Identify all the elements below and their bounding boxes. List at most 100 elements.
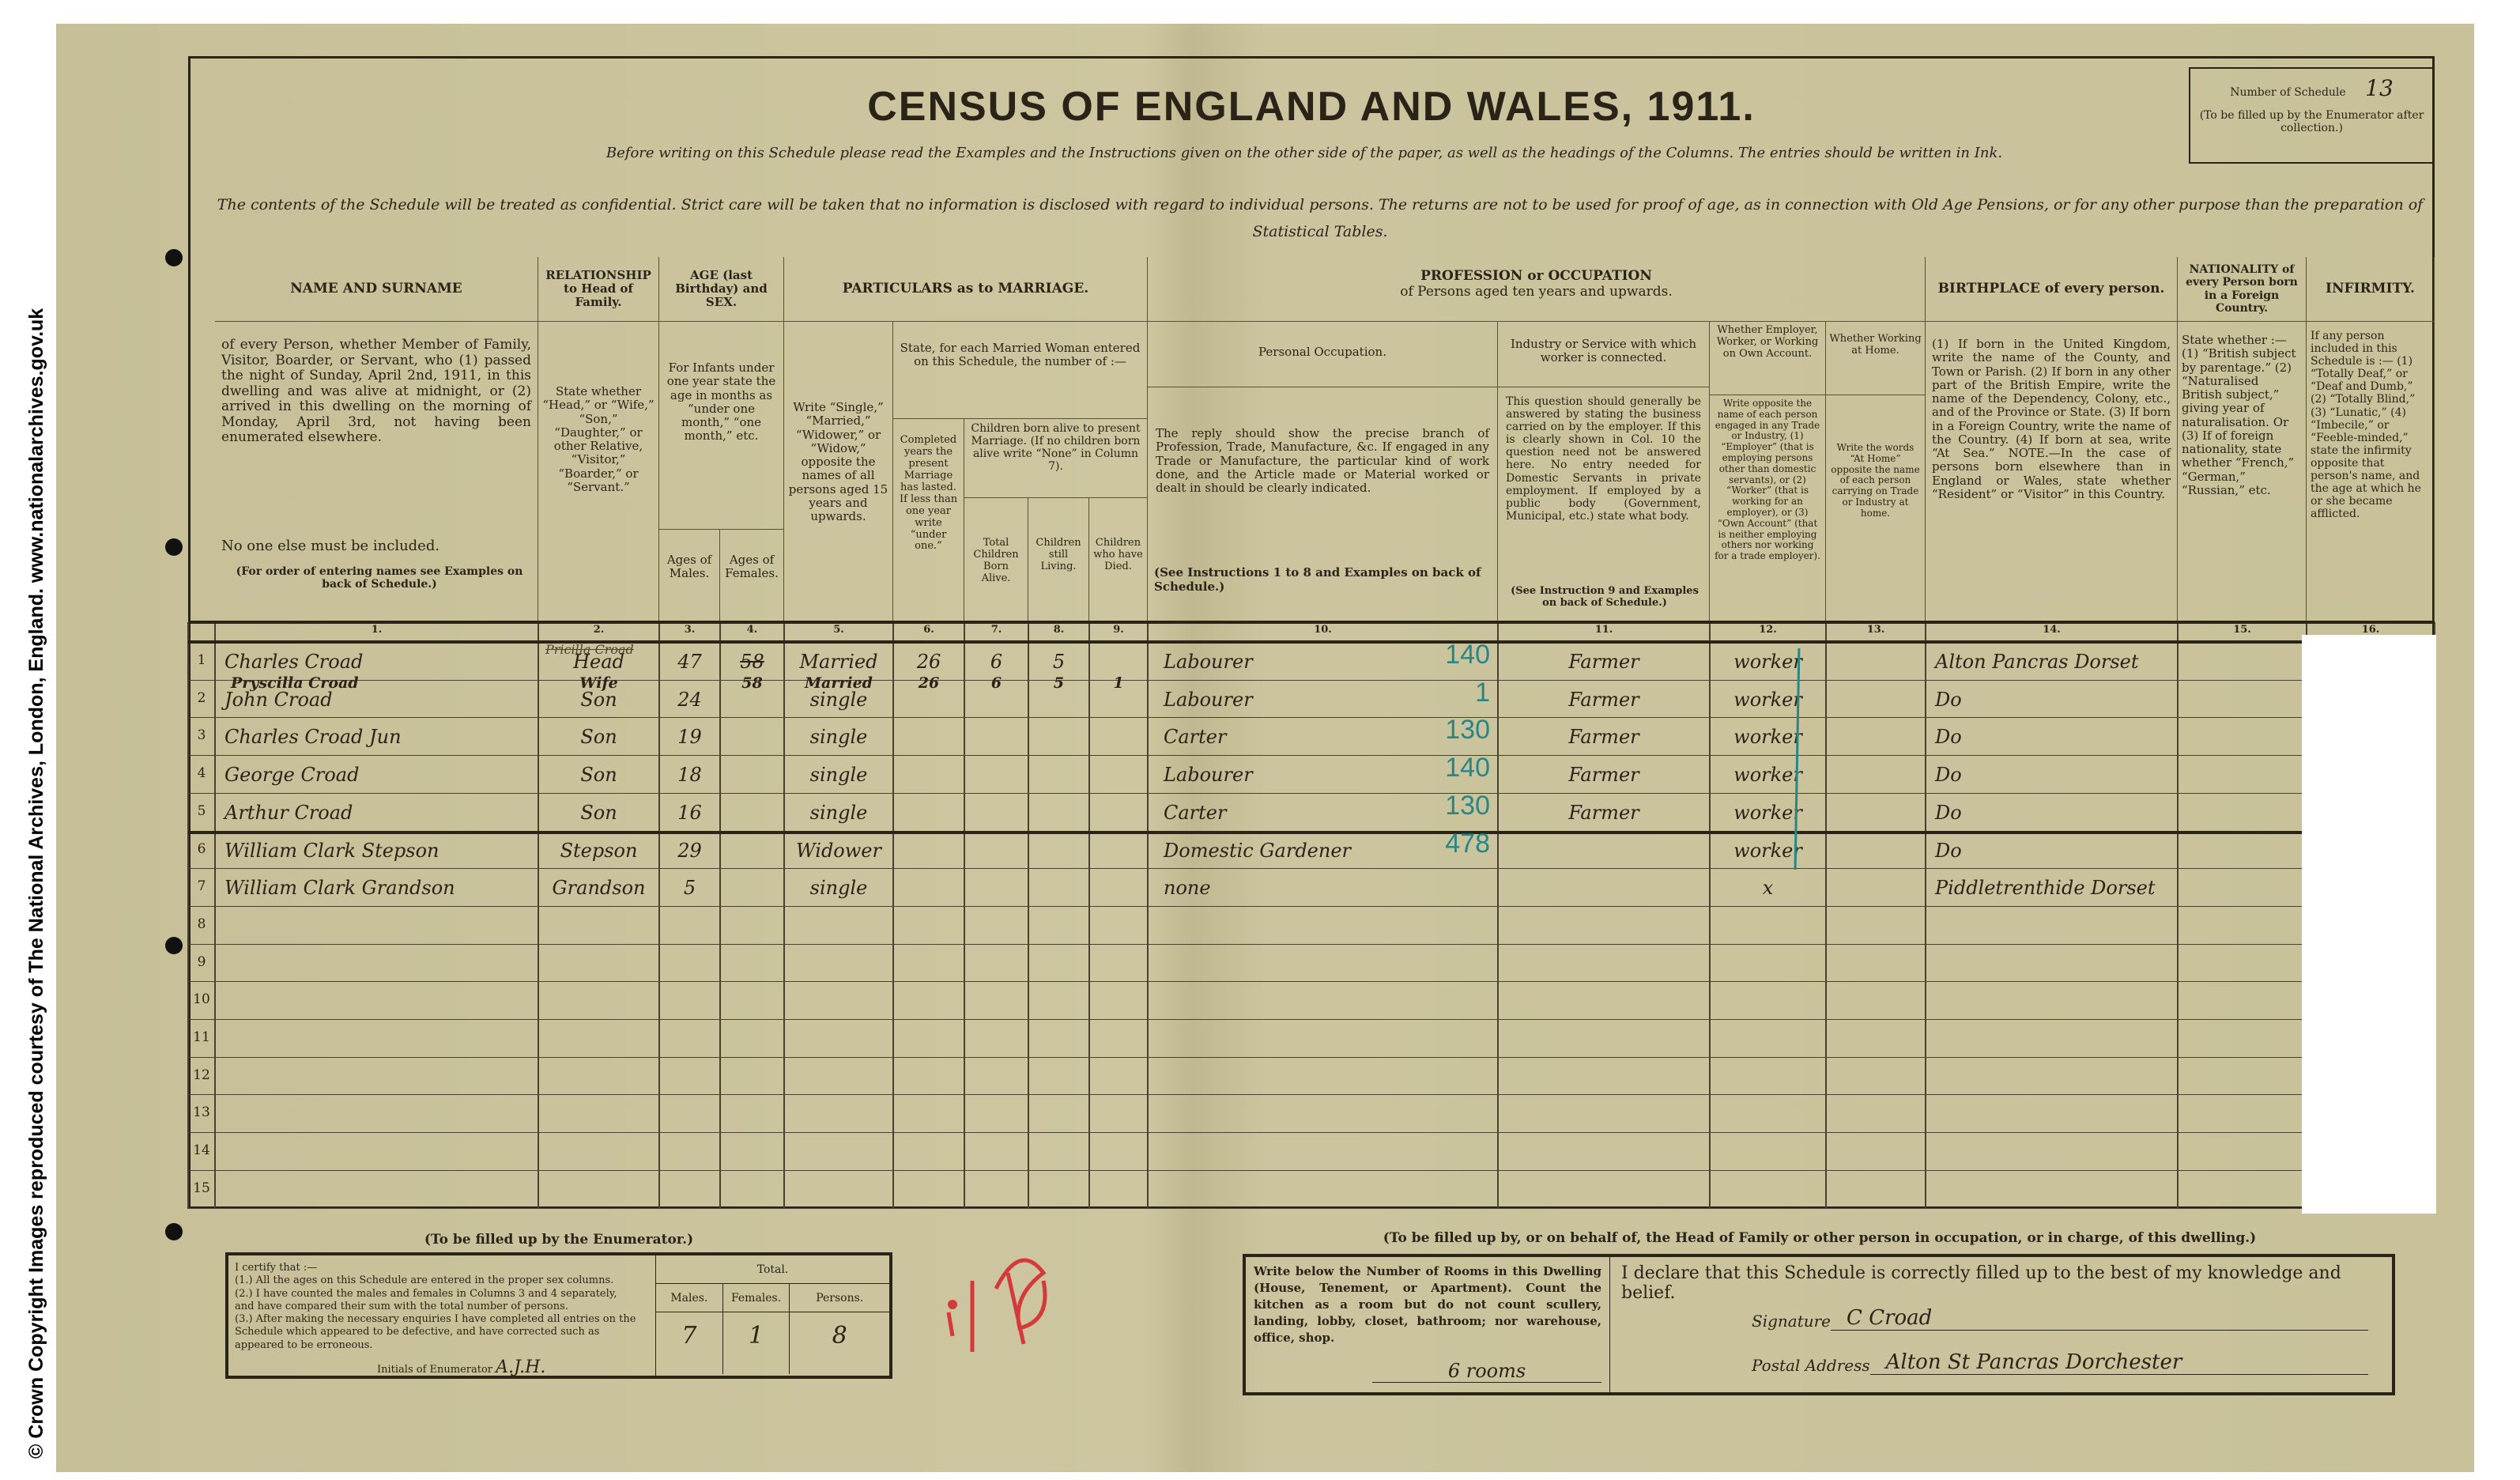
column-rule (964, 622, 965, 1209)
m-cell (659, 990, 720, 1018)
header-infirmity-text: If any person included in this Schedule … (2307, 322, 2435, 622)
born-cell (964, 840, 1028, 868)
mar-cell (784, 953, 893, 981)
row-number: 5 (197, 802, 206, 819)
census-schedule-paper (56, 24, 2474, 1472)
enumerator-box: I certify that :— (1.) All the ages on t… (225, 1252, 892, 1379)
ind-cell: Farmer (1568, 726, 1639, 749)
name-cell: Charles Croad (224, 651, 364, 673)
header-age: AGE (last Birthday) and SEX. (659, 257, 784, 322)
row-number: 3 (197, 727, 206, 744)
m-cell (659, 1066, 720, 1094)
m-cell: 24 (677, 688, 702, 711)
column-number: 4. (746, 624, 758, 636)
occupation-cell (1164, 1066, 1419, 1094)
yrs-cell (893, 915, 964, 943)
m-cell: 5 (683, 877, 696, 900)
f-cell (720, 1103, 784, 1131)
mar-cell: single (809, 688, 868, 711)
occupation-cell (1164, 1141, 1419, 1169)
nat-cell (2178, 990, 2307, 1018)
occupation-cell (1164, 1179, 1419, 1207)
nat-cell (2178, 840, 2307, 868)
header-nationality: NATIONALITY of every Person born in a Fo… (2178, 257, 2307, 322)
mar-cell: single (809, 801, 868, 824)
died-cell (1089, 726, 1148, 754)
yrs-cell (893, 1066, 964, 1094)
rel-cell: Son (580, 801, 617, 824)
header-personal-text: The reply should show the precise branch… (1148, 387, 1498, 622)
rel-cell: Grandson (552, 877, 646, 900)
total-label: Total. (656, 1255, 889, 1284)
header-birthplace-text: (1) If born in the United Kingdom, write… (1926, 322, 2178, 622)
rel-cell (538, 1066, 659, 1094)
ind-cell: Farmer (1568, 688, 1639, 711)
header-marriage-text: Write “Single,” “Married,” “Widower,” or… (784, 322, 893, 622)
postal-address-value[interactable]: Alton St Pancras Dorchester (1869, 1350, 2368, 1375)
mar-cell (784, 1066, 893, 1094)
m-cell (659, 1179, 720, 1207)
column-number: 11. (1594, 624, 1613, 636)
nat-cell (2178, 1141, 2307, 1169)
yrs-cell: 26 (916, 651, 941, 673)
rel-cell (538, 1103, 659, 1131)
nat-cell (2178, 1103, 2307, 1131)
emp-cell: worker (1733, 651, 1802, 673)
column-number: 1. (371, 624, 383, 636)
ind-cell (1498, 1179, 1710, 1207)
occupation-code: 130 (1445, 790, 1490, 821)
row-rule (188, 792, 2435, 794)
born-cell (964, 877, 1028, 905)
initials-label: Initials of Enumerator (377, 1363, 493, 1376)
row-rule (188, 1056, 2435, 1058)
m-cell: 19 (677, 726, 702, 749)
name-cell: Charles Croad Jun (224, 726, 402, 749)
column-rule (538, 622, 539, 1209)
certify-item: (3.) After making the necessary enquirie… (235, 1313, 636, 1351)
f-cell (720, 1028, 784, 1056)
column-number: 9. (1113, 624, 1124, 636)
birth-cell: Do (1935, 764, 1962, 787)
header-rule (188, 640, 2435, 644)
f-cell (720, 1141, 784, 1169)
column-rule (1825, 622, 1827, 1209)
died-cell (1089, 953, 1148, 981)
ind-cell (1498, 1028, 1710, 1056)
mar-cell (784, 1103, 893, 1131)
row-number: 4 (197, 765, 206, 782)
emp-cell: x (1762, 877, 1774, 900)
liv-cell (1028, 953, 1089, 981)
occupation-code (1403, 1055, 1490, 1086)
occupation-code: 1 (1475, 677, 1490, 708)
birth-cell (1926, 1179, 2178, 1207)
occupation-code: 140 (1445, 640, 1490, 670)
occupation-cell: Carter (1164, 801, 1227, 824)
m-cell (659, 1103, 720, 1131)
rooms-value[interactable]: 6 rooms (1372, 1360, 1601, 1383)
signature-value[interactable]: C Croad (1831, 1306, 2368, 1331)
inserted-children-born: 6 (990, 674, 1002, 692)
m-cell (659, 915, 720, 943)
inserted-relationship: Wife (579, 674, 618, 692)
copyright-strip: © Crown Copyright Images reproduced cour… (0, 0, 49, 1480)
punch-hole (165, 937, 183, 954)
occupation-cell: Carter (1164, 726, 1227, 749)
nat-cell (2178, 1066, 2307, 1094)
born-cell (964, 726, 1028, 754)
emp-cell: worker (1733, 839, 1802, 862)
died-cell (1089, 1028, 1148, 1056)
died-cell (1089, 1103, 1148, 1131)
row-number: 1 (197, 652, 206, 668)
persons-label: Persons. (816, 1292, 864, 1304)
rel-cell: Son (580, 688, 617, 711)
name-cell: George Croad (224, 764, 360, 787)
column-rule (892, 622, 894, 1209)
name-cell: Arthur Croad (224, 801, 353, 824)
f-cell (720, 990, 784, 1018)
column-number: 5. (833, 624, 844, 636)
born-cell (964, 1066, 1028, 1094)
m-cell (659, 1028, 720, 1056)
birth-cell: Do (1935, 688, 1962, 711)
name-cell (215, 1066, 538, 1094)
birth-cell (1926, 915, 2178, 943)
